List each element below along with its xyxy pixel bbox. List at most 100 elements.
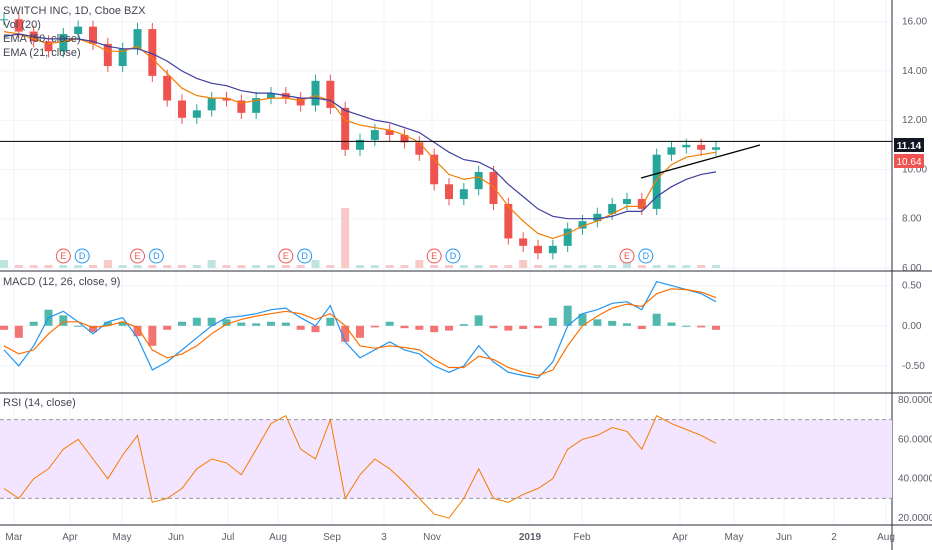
volume-bar xyxy=(178,265,186,268)
candle-body xyxy=(637,199,646,209)
macd-hist-bar xyxy=(14,325,23,338)
volume-bar xyxy=(29,265,38,268)
earnings-badge xyxy=(426,248,442,264)
volume-bar xyxy=(192,265,201,268)
price-tick-label: 16.00 xyxy=(902,17,927,28)
macd-hist-bar xyxy=(712,325,720,330)
volume-bar xyxy=(148,265,157,268)
volume-bar xyxy=(59,265,68,268)
x-tick-label: Apr xyxy=(672,532,688,543)
volume-bar xyxy=(296,265,305,268)
candle-body xyxy=(667,147,676,155)
volume-bar xyxy=(548,265,557,268)
rsi-tick-label: 20.0000 xyxy=(898,513,932,524)
x-tick-label: Mar xyxy=(5,532,23,543)
volume-bar xyxy=(682,265,691,268)
macd-title[interactable]: MACD (12, 26, close, 9) xyxy=(3,276,121,288)
earnings-badge xyxy=(619,248,635,264)
candle-body xyxy=(430,154,439,185)
candle-body xyxy=(163,75,172,101)
candle-body xyxy=(341,107,350,150)
macd-hist-bar xyxy=(415,325,424,330)
macd-hist-bar xyxy=(548,317,557,326)
x-tick-label: 3 xyxy=(381,532,387,543)
macd-hist-bar xyxy=(608,320,617,326)
macd-hist-bar xyxy=(148,325,157,346)
signal-line xyxy=(3,288,717,377)
macd-hist-bar xyxy=(534,325,542,329)
candle-body xyxy=(178,100,186,118)
x-tick-label: Feb xyxy=(573,532,591,543)
volume-bar xyxy=(489,265,498,268)
candle-body xyxy=(133,29,142,49)
rsi-tick-label: 60.0000 xyxy=(898,434,932,445)
trend-line[interactable] xyxy=(640,144,761,179)
symbol-title[interactable]: SWITCH INC, 1D, Cboe BZX xyxy=(3,5,146,17)
volume-bar xyxy=(459,265,468,268)
candle-body xyxy=(0,19,8,21)
macd-hist-bar xyxy=(59,315,68,326)
event-badge-label: D xyxy=(450,251,457,261)
macd-hist-bar xyxy=(207,317,216,326)
volume-bar xyxy=(267,265,275,268)
macd-hist-bar xyxy=(563,305,572,326)
volume-bar xyxy=(593,265,602,268)
rsi-title[interactable]: RSI (14, close) xyxy=(3,397,76,409)
price-tick-label: 12.00 xyxy=(902,115,927,126)
volume-bar xyxy=(637,265,646,268)
macd-hist-bar xyxy=(459,324,468,326)
volume-bar xyxy=(222,265,231,268)
candle-body xyxy=(59,34,68,52)
price-tick-label: 6.00 xyxy=(902,263,922,274)
macd-hist-bar xyxy=(237,322,246,326)
candle-body xyxy=(326,80,335,108)
volume-bar xyxy=(74,265,83,268)
volume-bar xyxy=(252,265,261,268)
volume-bar xyxy=(14,265,23,268)
event-badge-label: E xyxy=(624,251,630,261)
volume-bar xyxy=(534,265,542,268)
volume-bar xyxy=(237,265,246,268)
macd-hist-bar xyxy=(163,325,172,330)
macd-hist-bar xyxy=(474,315,483,326)
indicator-ema50[interactable]: EMA (50, close) xyxy=(3,33,81,45)
x-tick-label: Aug xyxy=(877,532,895,543)
rsi-tick-label: 80.0000 xyxy=(898,395,932,406)
ema-price-tag xyxy=(894,154,924,168)
volume-bar xyxy=(504,265,513,268)
volume-bar xyxy=(608,265,617,268)
candle-body xyxy=(103,43,112,67)
price-tick-label: 10.00 xyxy=(902,164,927,175)
macd-hist-bar xyxy=(370,325,379,328)
macd-tick-label: 0.50 xyxy=(902,281,922,292)
candle-body xyxy=(400,135,409,143)
candle-body xyxy=(252,98,261,113)
candle-body xyxy=(148,29,157,76)
volume-bar xyxy=(311,260,320,268)
candle-body xyxy=(534,245,542,254)
rsi-band xyxy=(0,419,892,499)
indicator-volume[interactable]: Vol (20) xyxy=(3,19,41,31)
x-tick-label: 2 xyxy=(831,532,837,543)
volume-bar xyxy=(578,265,587,268)
volume-bar xyxy=(445,265,453,268)
macd-hist-bar xyxy=(29,321,38,326)
candle-body xyxy=(222,98,231,101)
macd-hist-bar xyxy=(267,321,275,326)
volume-bar xyxy=(207,260,216,268)
macd-hist-bar xyxy=(519,325,528,329)
last-price-label: 11.14 xyxy=(897,141,922,152)
volume-bar xyxy=(0,260,8,268)
x-tick-label: Apr xyxy=(62,532,78,543)
x-tick-label: Sep xyxy=(323,532,341,543)
volume-bar xyxy=(519,260,528,268)
macd-hist-bar xyxy=(296,325,305,330)
x-axis-ticks: Mar Apr May Jun Jul Aug Sep 3 Nov 2019 Feb Apr May Ju… xyxy=(5,532,895,543)
volume-bar xyxy=(563,265,572,268)
candle-body xyxy=(89,26,97,44)
indicator-ema21[interactable]: EMA (21, close) xyxy=(3,47,81,59)
macd-tick-label: -0.50 xyxy=(902,361,925,372)
candle-body xyxy=(652,154,661,209)
volume-bar xyxy=(652,265,661,268)
